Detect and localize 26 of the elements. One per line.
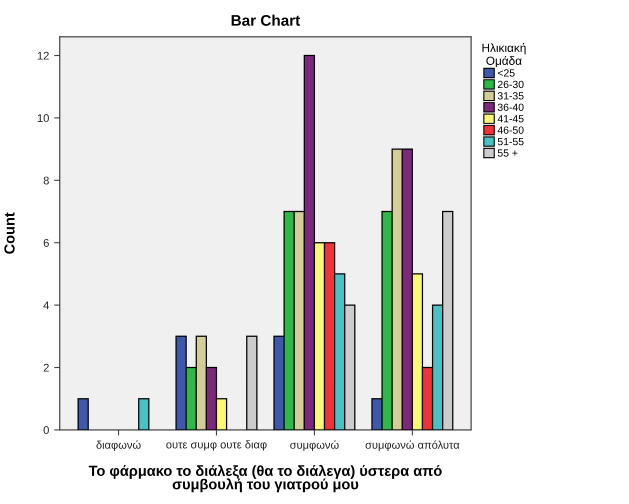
legend-title: Ηλικιακή Ομάδα xyxy=(482,43,526,68)
x-tick-label: διαφωνώ xyxy=(96,440,141,452)
y-tick-label: 4 xyxy=(43,301,50,310)
y-axis-title: Count xyxy=(4,212,15,254)
x-axis-title: Το φάρμακο το διάλεξα (θα το διάλεγα) ύστερα από συμβουλή του γιατρού μου xyxy=(88,464,442,492)
x-tick-label: συμφωνώ απόλυτα xyxy=(366,440,460,452)
bar xyxy=(246,336,258,430)
legend-label: 46-50 xyxy=(498,126,524,134)
x-tick-label: συμφωνώ xyxy=(290,440,339,452)
x-tick-label: ουτε συμφ ουτε διαφ xyxy=(166,440,267,451)
legend-label: 26-30 xyxy=(498,80,524,88)
chart-title: Bar Chart xyxy=(232,14,300,26)
legend-label: 31-35 xyxy=(498,92,524,100)
y-tick-label: 2 xyxy=(44,364,49,372)
legend-label: 51-55 xyxy=(498,138,524,146)
y-tick-label: 0 xyxy=(44,426,49,434)
legend-label: 55 + xyxy=(498,149,518,157)
y-tick-label: 12 xyxy=(38,52,49,60)
y-tick-label: 6 xyxy=(44,238,49,247)
y-tick-label: 8 xyxy=(44,176,49,184)
legend-label: 41-45 xyxy=(498,115,524,122)
legend-label: <25 xyxy=(498,69,515,77)
y-tick-label: 10 xyxy=(38,114,49,122)
bar xyxy=(77,398,89,430)
legend-label: 36-40 xyxy=(498,104,524,111)
bar xyxy=(138,398,150,430)
